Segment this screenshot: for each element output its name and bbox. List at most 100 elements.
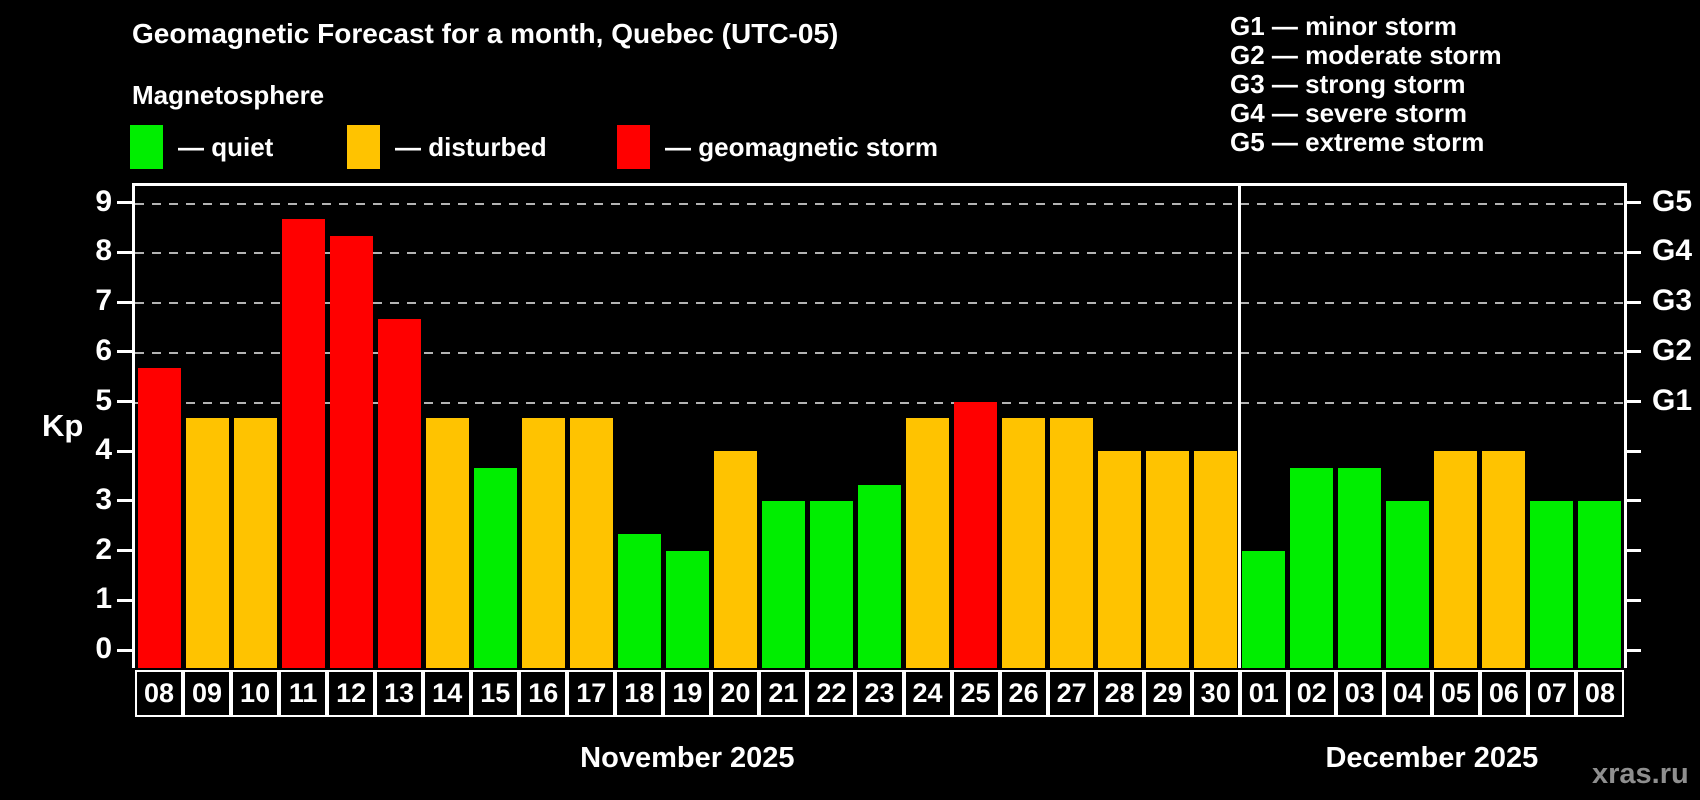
top-axis-line (132, 183, 1627, 186)
gridline-kp5 (135, 401, 1624, 404)
left-tick-0 (117, 648, 132, 652)
month-label: December 2025 (1325, 742, 1539, 774)
legend-quiet-label: — quiet (178, 131, 274, 162)
day-label-12: 12 (327, 670, 376, 717)
g-scale-legend-line-3: G3 — strong storm (1230, 69, 1466, 99)
day-label-22: 22 (807, 670, 856, 717)
kp-bar-09 (185, 417, 229, 668)
day-label-08: 08 (1575, 670, 1624, 717)
kp-bar-13 (377, 318, 421, 668)
y-tick-label-5: 5 (95, 383, 112, 417)
day-label-10: 10 (231, 670, 280, 717)
gridline-kp8 (135, 252, 1624, 255)
day-label-29: 29 (1143, 670, 1192, 717)
kp-bar-17 (569, 417, 613, 668)
day-label-18: 18 (615, 670, 664, 717)
y-tick-label-0: 0 (95, 632, 112, 665)
g-level-label-g4: G4 (1652, 234, 1693, 268)
right-tick-5 (1627, 400, 1641, 403)
day-label-13: 13 (375, 670, 424, 717)
left-tick-2 (117, 549, 132, 553)
day-label-01: 01 (1239, 670, 1288, 717)
g-scale-legend-line-4: G4 — severe storm (1230, 98, 1468, 128)
kp-bar-20 (713, 451, 757, 668)
y-tick-label-2: 2 (95, 532, 112, 566)
day-label-row: 08 09 10 11 12 13 14 15 16 17 18 19 20 21 22 23 24 25 26 27… (135, 670, 1624, 717)
day-label-23: 23 (855, 670, 904, 717)
kp-bar-15 (473, 467, 517, 668)
month-label: November 2025 (580, 742, 795, 774)
gridline-kp7 (135, 302, 1624, 305)
left-tick-6 (117, 350, 132, 354)
g-level-label-g5: G5 (1652, 184, 1693, 218)
day-label-14: 14 (423, 670, 472, 717)
g-level-label-g3: G3 (1652, 284, 1693, 318)
g-scale-legend: G1 — minor storm G2 — moderate storm G3 — … (1230, 12, 1502, 157)
y-tick-label-8: 8 (95, 234, 112, 268)
kp-bar-12 (329, 236, 373, 668)
y-tick-label-9: 9 (95, 184, 112, 218)
day-label-06: 06 (1479, 670, 1528, 717)
left-tick-7 (117, 300, 132, 304)
right-tick-6 (1627, 350, 1641, 354)
kp-bar-21 (761, 500, 805, 668)
legend-item-quiet: — quiet (130, 124, 273, 170)
kp-bar-01 (1242, 550, 1286, 668)
day-label-27: 27 (1047, 670, 1096, 717)
right-tick-0 (1627, 648, 1641, 652)
left-tick-9 (117, 201, 132, 205)
watermark: xras.ru (1592, 758, 1689, 790)
kp-bar-06 (1482, 451, 1526, 668)
right-tick-9 (1627, 201, 1641, 205)
right-tick-3 (1627, 499, 1641, 503)
month-divider-line (1238, 186, 1242, 668)
kp-bar-03 (1338, 467, 1382, 668)
left-tick-4 (117, 449, 132, 453)
kp-bar-16 (521, 417, 565, 668)
day-label-07: 07 (1527, 670, 1576, 717)
legend-item-storm: — geomagnetic storm (617, 124, 938, 170)
day-label-08: 08 (135, 670, 184, 717)
kp-bar-19 (665, 550, 709, 668)
kp-bar-14 (425, 417, 469, 668)
g-scale-legend-line-5: G5 — extreme storm (1230, 127, 1485, 157)
day-label-16: 16 (519, 670, 568, 717)
kp-bar-08 (137, 368, 181, 668)
storm-color-swatch (617, 125, 650, 169)
left-tick-5 (117, 400, 132, 403)
kp-bar-10 (233, 417, 277, 668)
day-label-24: 24 (903, 670, 952, 717)
kp-bar-26 (1002, 417, 1046, 668)
disturbed-color-swatch (347, 125, 380, 169)
gridline-kp9 (135, 202, 1624, 205)
day-label-05: 05 (1431, 670, 1480, 717)
day-label-17: 17 (567, 670, 616, 717)
left-tick-3 (117, 499, 132, 503)
kp-bar-29 (1146, 451, 1190, 668)
y-tick-label-1: 1 (95, 582, 112, 616)
y-tick-label-6: 6 (95, 333, 112, 367)
left-axis-line (132, 183, 135, 668)
day-label-19: 19 (663, 670, 712, 717)
kp-bar-23 (858, 484, 901, 668)
kp-bar-02 (1290, 467, 1334, 668)
g-scale-legend-line-2: G2 — moderate storm (1230, 40, 1502, 70)
plot-area (135, 186, 1624, 668)
kp-bar-30 (1194, 451, 1238, 668)
right-tick-7 (1627, 300, 1641, 304)
y-axis-title: Kp (42, 408, 84, 443)
day-label-26: 26 (999, 670, 1048, 717)
kp-bar-08 (1578, 500, 1622, 668)
legend-item-disturbed: — disturbed (347, 124, 547, 170)
kp-bar-18 (617, 534, 661, 668)
gridline-kp6 (135, 351, 1624, 354)
day-label-15: 15 (471, 670, 520, 717)
day-label-25: 25 (951, 670, 1000, 717)
day-label-21: 21 (759, 670, 808, 717)
kp-bar-25 (954, 401, 998, 668)
left-tick-8 (117, 250, 132, 254)
g-level-label-g1: G1 (1652, 383, 1693, 417)
day-label-03: 03 (1335, 670, 1384, 717)
magnetosphere-label: Magnetosphere (132, 80, 325, 110)
